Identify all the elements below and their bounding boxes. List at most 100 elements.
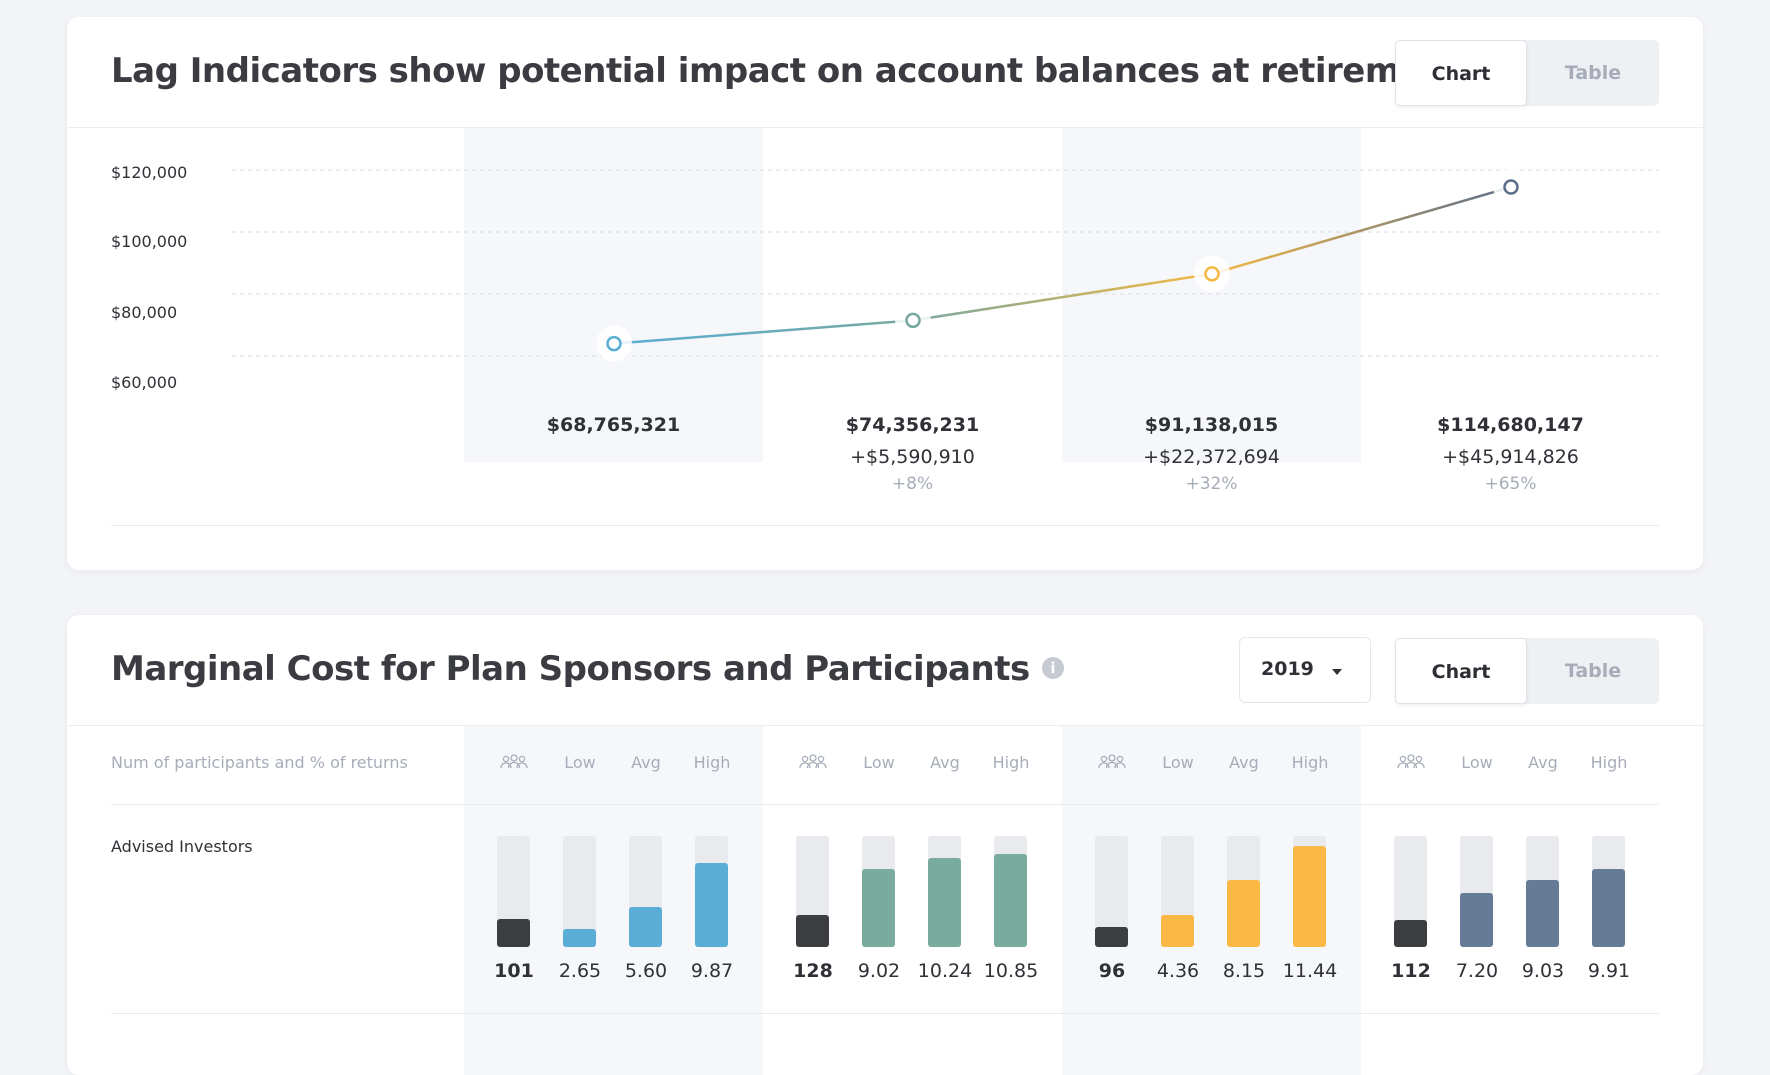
return-value-high: 10.85 bbox=[983, 960, 1039, 982]
series-line-segment bbox=[613, 319, 914, 345]
column-header-low: Low bbox=[1461, 753, 1493, 772]
balance-total: $74,356,231 bbox=[845, 414, 980, 436]
view-toggle: Chart Table bbox=[1395, 638, 1659, 704]
data-point[interactable] bbox=[606, 335, 622, 352]
participants-bar[interactable] bbox=[497, 919, 530, 947]
participant-count: 112 bbox=[1391, 960, 1431, 982]
return-bar-low[interactable] bbox=[1460, 893, 1493, 947]
people-icon bbox=[481, 754, 547, 774]
view-toggle: Chart Table bbox=[1395, 40, 1659, 106]
line-chart bbox=[232, 169, 1659, 362]
return-bar-avg[interactable] bbox=[928, 858, 961, 947]
column-header-high: High bbox=[693, 753, 731, 772]
return-bar-high[interactable] bbox=[695, 863, 728, 947]
return-value-low: 7.20 bbox=[1455, 960, 1499, 982]
chart-tab[interactable]: Chart bbox=[1395, 638, 1527, 704]
return-value-avg: 9.03 bbox=[1521, 960, 1565, 982]
data-point[interactable] bbox=[1204, 266, 1220, 282]
column-header-avg: Avg bbox=[631, 753, 661, 772]
card-title: Lag Indicators show potential impact on … bbox=[111, 51, 1496, 91]
return-bar-high[interactable] bbox=[1592, 869, 1625, 947]
balance-delta: +$45,914,826 bbox=[1442, 446, 1579, 468]
card-header: Lag Indicators show potential impact on … bbox=[67, 17, 1703, 128]
lag-indicators-card: Lag Indicators show potential impact on … bbox=[67, 17, 1703, 570]
bar-track bbox=[1592, 836, 1625, 947]
column-header-low: Low bbox=[863, 753, 895, 772]
bar-track bbox=[497, 836, 530, 947]
bar-track bbox=[1394, 836, 1427, 947]
data-label-group: $114,680,147 +$45,914,826 +65% bbox=[1361, 414, 1660, 494]
balance-total: $68,765,321 bbox=[546, 414, 681, 436]
bar-track bbox=[1460, 836, 1493, 947]
return-bar-avg[interactable] bbox=[1227, 880, 1260, 947]
data-point[interactable] bbox=[1503, 179, 1519, 195]
return-value-high: 9.87 bbox=[690, 960, 734, 982]
table-tab[interactable]: Table bbox=[1564, 660, 1622, 682]
balance-pct: +32% bbox=[1185, 474, 1238, 494]
caret-down-icon bbox=[1332, 669, 1342, 675]
y-tick-label: $80,000 bbox=[111, 303, 178, 322]
bar-track bbox=[629, 836, 662, 947]
column-header-high: High bbox=[992, 753, 1030, 772]
column-header-low: Low bbox=[564, 753, 596, 772]
bar-track bbox=[796, 836, 829, 947]
bar-track bbox=[928, 836, 961, 947]
column-header-avg: Avg bbox=[1528, 753, 1558, 772]
y-tick-label: $60,000 bbox=[111, 373, 178, 392]
participant-count: 96 bbox=[1098, 960, 1126, 982]
year-value: 2019 bbox=[1261, 658, 1314, 680]
column-header-low: Low bbox=[1162, 753, 1194, 772]
chart-tab[interactable]: Chart bbox=[1395, 40, 1527, 106]
bar-track bbox=[994, 836, 1027, 947]
return-value-avg: 10.24 bbox=[917, 960, 973, 982]
card-header: Marginal Cost for Plan Sponsors and Part… bbox=[67, 615, 1703, 726]
bar-track bbox=[1161, 836, 1194, 947]
card-title: Marginal Cost for Plan Sponsors and Part… bbox=[111, 649, 1064, 689]
data-label-group: $68,765,321 bbox=[464, 414, 763, 436]
return-value-low: 9.02 bbox=[857, 960, 901, 982]
return-value-low: 4.36 bbox=[1156, 960, 1200, 982]
participants-bar[interactable] bbox=[796, 915, 829, 947]
data-label-group: $91,138,015 +$22,372,694 +32% bbox=[1062, 414, 1361, 494]
column-header-high: High bbox=[1291, 753, 1329, 772]
participant-count: 101 bbox=[494, 960, 534, 982]
return-value-high: 11.44 bbox=[1282, 960, 1338, 982]
return-bar-high[interactable] bbox=[994, 854, 1027, 947]
participant-count: 128 bbox=[793, 960, 833, 982]
bar-track bbox=[1095, 836, 1128, 947]
return-value-avg: 8.15 bbox=[1222, 960, 1266, 982]
y-tick-label: $100,000 bbox=[111, 232, 188, 251]
divider bbox=[111, 1013, 1659, 1014]
year-dropdown[interactable]: 2019 bbox=[1239, 637, 1371, 703]
return-value-low: 2.65 bbox=[558, 960, 602, 982]
series-line-segment bbox=[1211, 185, 1512, 276]
bar-track bbox=[695, 836, 728, 947]
data-point[interactable] bbox=[905, 312, 921, 329]
people-icon bbox=[1079, 754, 1145, 774]
return-bar-high[interactable] bbox=[1293, 846, 1326, 947]
divider bbox=[111, 804, 1659, 805]
column-band bbox=[1062, 128, 1361, 462]
column-band bbox=[464, 128, 763, 462]
column-header-high: High bbox=[1590, 753, 1628, 772]
return-bar-avg[interactable] bbox=[629, 907, 662, 947]
bar-track bbox=[862, 836, 895, 947]
series-line-segment bbox=[912, 272, 1213, 322]
participants-bar[interactable] bbox=[1394, 920, 1427, 947]
info-icon[interactable]: i bbox=[1041, 656, 1064, 679]
return-bar-low[interactable] bbox=[563, 929, 596, 947]
return-bar-low[interactable] bbox=[1161, 915, 1194, 947]
return-bar-avg[interactable] bbox=[1526, 880, 1559, 947]
divider bbox=[111, 525, 1659, 526]
balance-pct: +65% bbox=[1484, 474, 1537, 494]
table-tab[interactable]: Table bbox=[1564, 62, 1622, 84]
row-label: Advised Investors bbox=[111, 837, 253, 856]
return-bar-low[interactable] bbox=[862, 869, 895, 947]
y-tick-label: $120,000 bbox=[111, 163, 188, 182]
header-label: Num of participants and % of returns bbox=[111, 753, 408, 772]
bar-track bbox=[1293, 836, 1326, 947]
people-icon bbox=[1378, 754, 1444, 774]
return-value-high: 9.91 bbox=[1587, 960, 1631, 982]
participants-bar[interactable] bbox=[1095, 927, 1128, 947]
bar-track bbox=[1526, 836, 1559, 947]
